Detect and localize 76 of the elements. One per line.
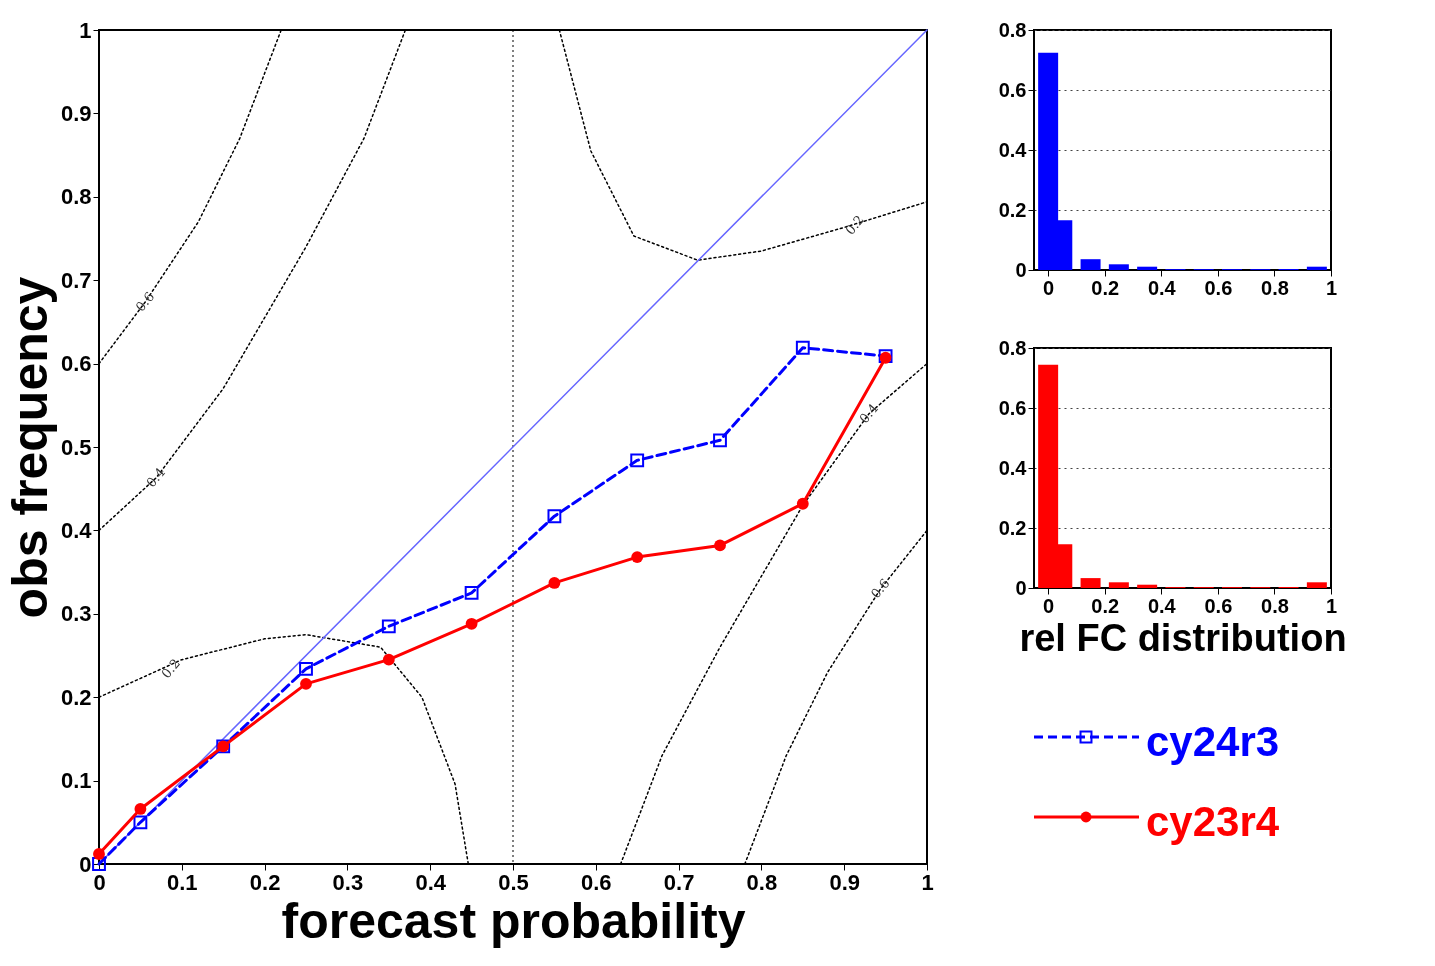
y-tick-label: 0.2 bbox=[60, 684, 92, 710]
y-tick-label: 0.4 bbox=[998, 456, 1028, 479]
point bbox=[299, 661, 313, 676]
x-tick-label: 0.4 bbox=[1147, 594, 1177, 617]
y-tick-label: 0.8 bbox=[998, 18, 1027, 41]
point bbox=[134, 803, 147, 815]
point bbox=[464, 586, 479, 600]
point bbox=[714, 539, 726, 552]
annotation: 0.4 bbox=[856, 400, 882, 427]
point bbox=[713, 433, 727, 448]
x-tick-label: 0.3 bbox=[332, 869, 364, 895]
y-tick-label: 1 bbox=[79, 17, 92, 43]
point bbox=[465, 617, 478, 630]
bar bbox=[1108, 582, 1129, 588]
x-axis-title: forecast probability bbox=[281, 892, 746, 949]
x-tick-label: 0.7 bbox=[663, 869, 695, 895]
point bbox=[382, 653, 395, 666]
bar bbox=[1137, 584, 1158, 588]
annotation: 0.4 bbox=[143, 464, 169, 491]
x-tick-label: 0 bbox=[1043, 594, 1055, 617]
x-axis-title: rel FC distribution bbox=[1019, 616, 1347, 659]
point bbox=[548, 577, 561, 589]
x-tick-label: 0.2 bbox=[1091, 594, 1120, 617]
y-tick-label: 0.2 bbox=[998, 516, 1027, 539]
y-tick-label: 0.6 bbox=[998, 396, 1027, 419]
x-tick-label: 0.5 bbox=[498, 869, 529, 895]
y-tick-label: 0.6 bbox=[60, 351, 92, 377]
legend-label: cy23r4 bbox=[1146, 798, 1280, 845]
x-tick-label: 0.8 bbox=[746, 869, 778, 895]
y-tick-label: 0.2 bbox=[998, 198, 1027, 221]
bar bbox=[1306, 582, 1327, 588]
x-tick-label: 0.6 bbox=[1204, 276, 1233, 299]
x-tick-label: 0.4 bbox=[415, 869, 447, 895]
y-tick-label: 0.8 bbox=[998, 336, 1027, 359]
x-tick-label: 0.8 bbox=[1261, 276, 1289, 299]
bar bbox=[1080, 259, 1101, 270]
bar bbox=[1306, 266, 1327, 270]
point bbox=[381, 619, 396, 634]
x-tick-label: 0.1 bbox=[167, 869, 198, 895]
y-tick-label: 0.5 bbox=[60, 434, 92, 460]
point bbox=[631, 551, 644, 563]
point bbox=[133, 815, 148, 830]
y-tick-label: 0.4 bbox=[998, 138, 1028, 161]
x-tick-label: 0.2 bbox=[249, 869, 281, 895]
y-tick-label: 0.6 bbox=[998, 78, 1027, 101]
point bbox=[795, 340, 810, 355]
y-tick-label: 0.4 bbox=[60, 517, 93, 543]
bar bbox=[1108, 264, 1129, 270]
y-tick-label: 0 bbox=[79, 851, 92, 877]
x-tick-label: 1 bbox=[1325, 276, 1338, 299]
annotation: 0.2 bbox=[158, 655, 184, 682]
point bbox=[92, 857, 106, 871]
bar bbox=[1080, 578, 1101, 588]
y-tick-label: 0 bbox=[1015, 258, 1027, 281]
point bbox=[796, 497, 809, 510]
legend-label: cy24r3 bbox=[1146, 718, 1280, 765]
point bbox=[547, 509, 562, 524]
point bbox=[630, 453, 645, 468]
x-tick-label: 0.4 bbox=[1147, 276, 1177, 299]
point bbox=[300, 677, 312, 690]
y-tick-label: 0 bbox=[1015, 576, 1027, 599]
x-tick-label: 0.2 bbox=[1091, 276, 1120, 299]
x-tick-label: 1 bbox=[921, 869, 934, 895]
x-tick-label: 0 bbox=[1043, 276, 1055, 299]
y-axis-title: obs frequency bbox=[1, 276, 58, 619]
point bbox=[93, 848, 105, 860]
y-tick-label: 0.1 bbox=[60, 768, 92, 794]
x-tick-label: 0.6 bbox=[581, 869, 612, 895]
x-tick-label: 0.6 bbox=[1204, 594, 1233, 617]
y-tick-label: 0.8 bbox=[60, 184, 92, 210]
y-tick-label: 0.9 bbox=[60, 100, 92, 126]
x-tick-label: 0.9 bbox=[829, 869, 860, 895]
annotation: 0.2 bbox=[842, 212, 867, 238]
bar bbox=[1137, 266, 1158, 270]
x-tick-label: 0.8 bbox=[1261, 594, 1289, 617]
x-tick-label: 1 bbox=[1325, 594, 1338, 617]
